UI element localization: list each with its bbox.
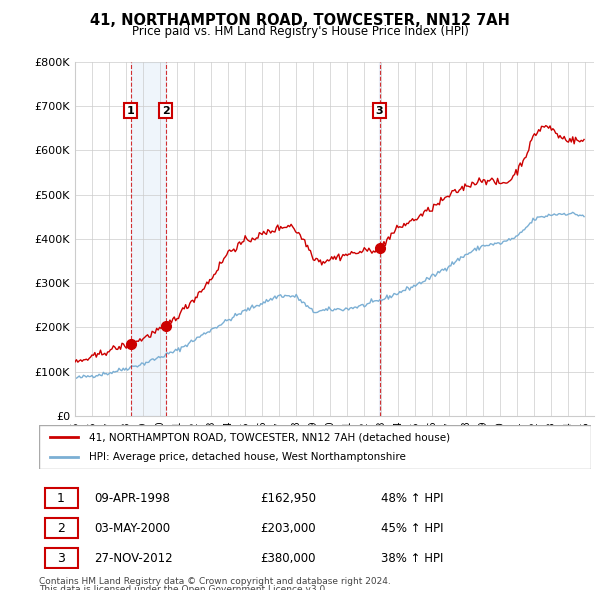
- Bar: [131, 62, 166, 416]
- Bar: [379, 62, 380, 416]
- Bar: [44, 488, 77, 508]
- Bar: [44, 518, 77, 538]
- Text: 45% ↑ HPI: 45% ↑ HPI: [381, 522, 444, 535]
- Text: Contains HM Land Registry data © Crown copyright and database right 2024.: Contains HM Land Registry data © Crown c…: [39, 577, 391, 586]
- Text: 1: 1: [127, 106, 134, 116]
- Text: Price paid vs. HM Land Registry's House Price Index (HPI): Price paid vs. HM Land Registry's House …: [131, 25, 469, 38]
- Text: £203,000: £203,000: [260, 522, 316, 535]
- Text: This data is licensed under the Open Government Licence v3.0.: This data is licensed under the Open Gov…: [39, 585, 328, 590]
- Text: 1: 1: [57, 491, 65, 504]
- Text: 41, NORTHAMPTON ROAD, TOWCESTER, NN12 7AH (detached house): 41, NORTHAMPTON ROAD, TOWCESTER, NN12 7A…: [89, 432, 450, 442]
- Text: 09-APR-1998: 09-APR-1998: [94, 491, 170, 504]
- Text: HPI: Average price, detached house, West Northamptonshire: HPI: Average price, detached house, West…: [89, 452, 406, 461]
- Text: 38% ↑ HPI: 38% ↑ HPI: [381, 552, 443, 565]
- Text: 3: 3: [57, 552, 65, 565]
- Text: 41, NORTHAMPTON ROAD, TOWCESTER, NN12 7AH: 41, NORTHAMPTON ROAD, TOWCESTER, NN12 7A…: [90, 13, 510, 28]
- Text: 27-NOV-2012: 27-NOV-2012: [94, 552, 173, 565]
- Text: 2: 2: [162, 106, 170, 116]
- Text: 3: 3: [376, 106, 383, 116]
- Text: 48% ↑ HPI: 48% ↑ HPI: [381, 491, 444, 504]
- Text: £162,950: £162,950: [260, 491, 316, 504]
- Text: 2: 2: [57, 522, 65, 535]
- Text: £380,000: £380,000: [260, 552, 316, 565]
- Text: 03-MAY-2000: 03-MAY-2000: [94, 522, 170, 535]
- Bar: [44, 548, 77, 568]
